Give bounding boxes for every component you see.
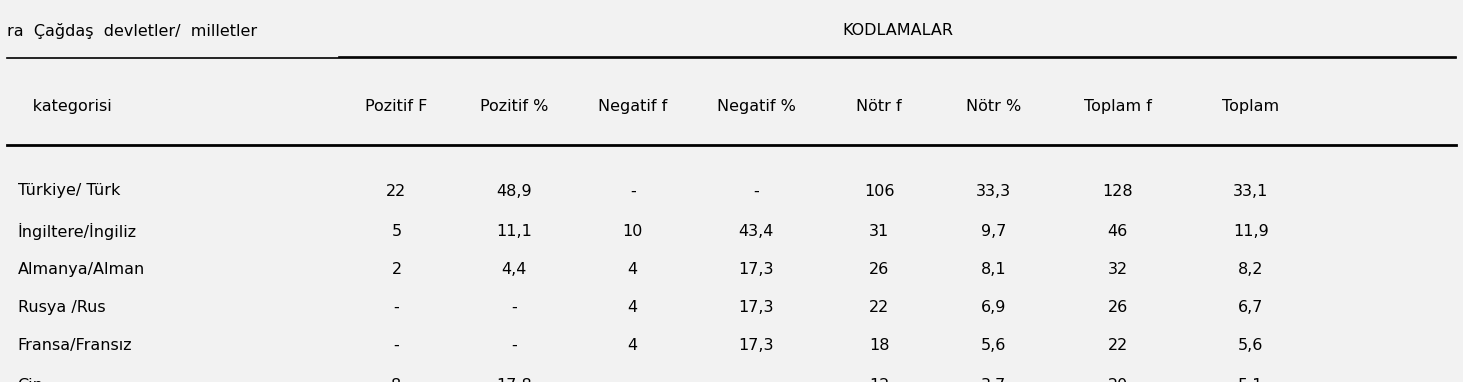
Text: Almanya/Alman: Almanya/Alman	[18, 262, 145, 277]
Text: 8: 8	[391, 378, 402, 382]
Text: 4: 4	[628, 338, 638, 353]
Text: 17,3: 17,3	[739, 338, 774, 353]
Text: Pozitif %: Pozitif %	[480, 99, 549, 115]
Text: 12: 12	[869, 378, 890, 382]
Text: -: -	[753, 183, 759, 199]
Text: Negatif %: Negatif %	[717, 99, 796, 115]
Text: 33,3: 33,3	[976, 183, 1011, 199]
Text: 48,9: 48,9	[496, 183, 533, 199]
Text: KODLAMALAR: KODLAMALAR	[843, 23, 952, 38]
Text: -: -	[394, 300, 399, 315]
Text: Nötr f: Nötr f	[856, 99, 903, 115]
Text: -: -	[512, 300, 516, 315]
Text: Toplam: Toplam	[1222, 99, 1280, 115]
Text: 10: 10	[623, 223, 642, 239]
Text: 22: 22	[1107, 338, 1128, 353]
Text: 5: 5	[392, 223, 401, 239]
Text: 33,1: 33,1	[1233, 183, 1268, 199]
Text: 26: 26	[1107, 300, 1128, 315]
Text: -: -	[394, 338, 399, 353]
Text: kategorisi: kategorisi	[7, 99, 113, 115]
Text: 8,2: 8,2	[1238, 262, 1264, 277]
Text: 6,7: 6,7	[1238, 300, 1264, 315]
Text: 31: 31	[869, 223, 890, 239]
Text: 32: 32	[1107, 262, 1128, 277]
Text: 22: 22	[386, 183, 407, 199]
Text: Pozitif F: Pozitif F	[366, 99, 427, 115]
Text: 18: 18	[869, 338, 890, 353]
Text: 9,7: 9,7	[980, 223, 1007, 239]
Text: 17,3: 17,3	[739, 262, 774, 277]
Text: 26: 26	[869, 262, 890, 277]
Text: 2: 2	[392, 262, 401, 277]
Text: 4: 4	[628, 262, 638, 277]
Text: -: -	[631, 183, 635, 199]
Text: 11,9: 11,9	[1233, 223, 1268, 239]
Text: 22: 22	[869, 300, 890, 315]
Text: 20: 20	[1107, 378, 1128, 382]
Text: 8,1: 8,1	[980, 262, 1007, 277]
Text: İngiltere/İngiliz: İngiltere/İngiliz	[18, 223, 136, 240]
Text: Negatif f: Negatif f	[598, 99, 667, 115]
Text: 4: 4	[628, 300, 638, 315]
Text: ra  Çağdaş  devletler/  milletler: ra Çağdaş devletler/ milletler	[7, 23, 257, 39]
Text: 4,4: 4,4	[502, 262, 527, 277]
Text: -: -	[631, 378, 635, 382]
Text: Rusya /Rus: Rusya /Rus	[18, 300, 105, 315]
Text: 5,6: 5,6	[1238, 338, 1264, 353]
Text: -: -	[512, 338, 516, 353]
Text: Toplam f: Toplam f	[1084, 99, 1151, 115]
Text: 3,7: 3,7	[980, 378, 1007, 382]
Text: 46: 46	[1107, 223, 1128, 239]
Text: Fransa/Fransız: Fransa/Fransız	[18, 338, 132, 353]
Text: 17,8: 17,8	[496, 378, 533, 382]
Text: 6,9: 6,9	[980, 300, 1007, 315]
Text: 5,6: 5,6	[980, 338, 1007, 353]
Text: 11,1: 11,1	[496, 223, 533, 239]
Text: 128: 128	[1103, 183, 1132, 199]
Text: Türkiye/ Türk: Türkiye/ Türk	[18, 183, 120, 199]
Text: Nötr %: Nötr %	[966, 99, 1021, 115]
Text: 43,4: 43,4	[739, 223, 774, 239]
Text: 5,1: 5,1	[1238, 378, 1264, 382]
Text: -: -	[753, 378, 759, 382]
Text: 17,3: 17,3	[739, 300, 774, 315]
Text: Çin: Çin	[18, 378, 44, 382]
Text: 106: 106	[865, 183, 894, 199]
